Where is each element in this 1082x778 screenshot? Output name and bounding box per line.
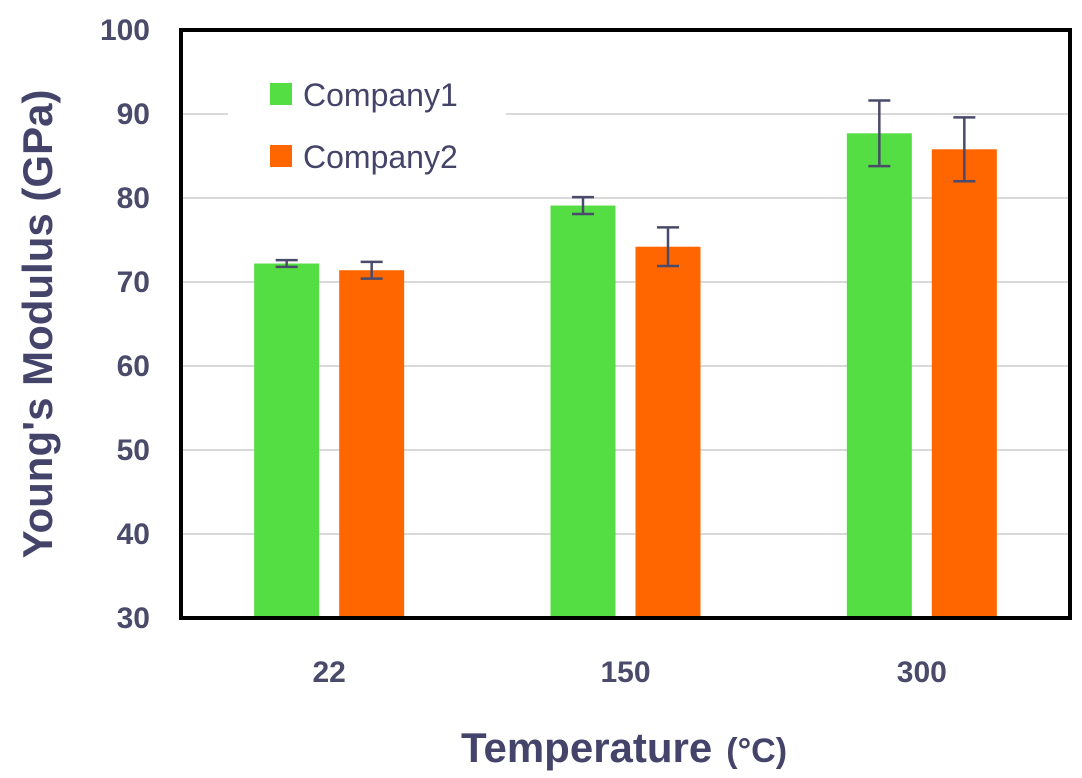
legend-swatch — [270, 83, 292, 105]
x-tick-label: 22 — [312, 656, 345, 689]
x-axis-title: Temperature (°C) — [461, 724, 787, 771]
y-tick-label: 90 — [117, 98, 150, 131]
x-tick-label: 150 — [600, 656, 650, 689]
legend-label: Company2 — [303, 139, 458, 175]
y-tick-label: 40 — [117, 518, 150, 551]
y-tick-label: 50 — [117, 434, 150, 467]
bars — [254, 133, 997, 618]
bar — [931, 149, 997, 618]
x-axis-title-name: Temperature — [461, 724, 712, 771]
x-axis-title-unit: (°C) — [726, 732, 787, 770]
bar — [635, 246, 701, 618]
y-axis-title: Young's Modulus (GPa) — [14, 90, 61, 559]
y-tick-label: 100 — [100, 14, 150, 47]
y-tick-label: 70 — [117, 266, 150, 299]
x-axis-ticks: 22 150 300 — [312, 656, 946, 689]
legend-swatch — [270, 145, 292, 167]
bar — [846, 133, 912, 618]
bar — [550, 205, 616, 618]
x-tick-label: 300 — [897, 656, 947, 689]
error-bars — [275, 99, 976, 280]
y-tick-label: 60 — [117, 350, 150, 383]
legend-label: Company1 — [303, 77, 458, 113]
legend: Company1 Company2 — [228, 68, 506, 186]
plot-frame — [179, 28, 1072, 620]
bar — [254, 263, 320, 618]
y-tick-label: 30 — [117, 602, 150, 635]
y-tick-label: 80 — [117, 182, 150, 215]
y-axis-ticks: 30 40 50 60 70 80 90 100 — [100, 14, 150, 635]
bar — [339, 270, 405, 618]
